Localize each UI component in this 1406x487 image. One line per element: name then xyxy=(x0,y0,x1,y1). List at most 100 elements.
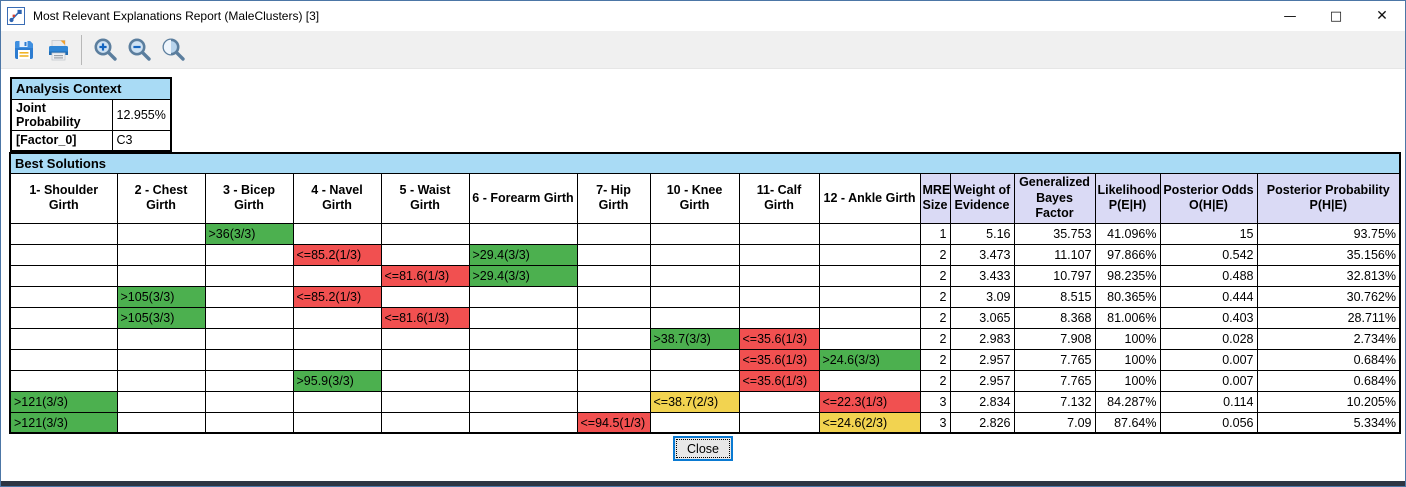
column-header-waist-girth: 5 - Waist Girth xyxy=(380,173,470,224)
evidence-cell-empty xyxy=(468,327,578,350)
evidence-cell-empty xyxy=(818,243,921,266)
metric-cell: 35.753 xyxy=(1013,222,1096,245)
evidence-cell-empty xyxy=(738,243,820,266)
evidence-cell-empty xyxy=(576,264,651,287)
evidence-cell-empty xyxy=(380,390,470,413)
evidence-cell-red: <=85.2(1/3) xyxy=(292,243,382,266)
evidence-cell-empty xyxy=(116,264,206,287)
print-icon xyxy=(48,39,68,60)
evidence-cell-empty xyxy=(9,306,118,329)
evidence-cell-red: <=35.6(1/3) xyxy=(738,369,820,392)
evidence-cell-empty xyxy=(292,411,382,434)
metric-cell: 2.957 xyxy=(949,348,1015,371)
evidence-cell-empty xyxy=(204,348,294,371)
metric-cell: 5.16 xyxy=(949,222,1015,245)
column-header-bicep-girth: 3 - Bicep Girth xyxy=(204,173,294,224)
evidence-cell-empty xyxy=(292,390,382,413)
window-close-button[interactable]: ✕ xyxy=(1359,1,1405,31)
evidence-cell-green: >105(3/3) xyxy=(116,285,206,308)
column-header-calf-girth: 11- Calf Girth xyxy=(738,173,820,224)
evidence-cell-red: <=35.6(1/3) xyxy=(738,348,820,371)
evidence-cell-empty xyxy=(204,306,294,329)
toolbar xyxy=(1,31,1405,69)
metric-cell: 1 xyxy=(919,222,951,245)
evidence-cell-empty xyxy=(204,264,294,287)
zoom-reset-button[interactable] xyxy=(158,34,188,66)
metric-cell: 2 xyxy=(919,369,951,392)
metric-cell: 8.515 xyxy=(1013,285,1096,308)
close-button[interactable]: Close xyxy=(673,436,733,461)
maximize-button[interactable]: □ xyxy=(1313,1,1359,31)
column-header-posterior-probability: Posterior Probability P(H|E) xyxy=(1256,173,1401,224)
evidence-cell-empty xyxy=(9,222,118,245)
column-header-shoulder-girth: 1- Shoulder Girth xyxy=(9,173,118,224)
evidence-cell-empty xyxy=(380,327,470,350)
analysis-context-table: Analysis Context Joint Probability 12.95… xyxy=(10,77,172,152)
table-row: Joint Probability 12.955% xyxy=(10,98,172,131)
print-button[interactable] xyxy=(43,34,73,66)
evidence-cell-empty xyxy=(116,348,206,371)
solution-row: >105(3/3) <=85.2(1/3) 2 3.09 8.515 80.365% 0.4… xyxy=(9,285,1401,308)
evidence-cell-empty xyxy=(9,348,118,371)
save-icon xyxy=(15,40,33,59)
metric-cell: 2 xyxy=(919,306,951,329)
evidence-cell-empty xyxy=(576,306,651,329)
solution-row: <=81.6(1/3) >29.4(3/3) 2 3.433 10.797 98.235%… xyxy=(9,264,1401,287)
metric-cell: 2.834 xyxy=(949,390,1015,413)
best-solutions-title: Best Solutions xyxy=(9,152,1401,174)
metric-cell: 0.684% xyxy=(1256,369,1401,392)
zoom-out-icon xyxy=(128,38,151,61)
evidence-cell-empty xyxy=(576,390,651,413)
evidence-cell-green: >121(3/3) xyxy=(9,390,118,413)
evidence-cell-empty xyxy=(738,222,820,245)
column-header-mre-size: MRE Size xyxy=(919,173,951,224)
column-header-ankle-girth: 12 - Ankle Girth xyxy=(818,173,921,224)
metric-cell: 2.957 xyxy=(949,369,1015,392)
evidence-cell-empty xyxy=(738,411,820,434)
column-header-generalized-bayes-factor: Generalized Bayes Factor xyxy=(1013,173,1096,224)
best-solutions-table: Best Solutions 1- Shoulder Girth 2 - Che… xyxy=(9,152,1402,435)
metric-cell: 3 xyxy=(919,411,951,434)
solution-row: <=35.6(1/3) >24.6(3/3) 2 2.957 7.765 100% 0.00… xyxy=(9,348,1401,371)
metric-cell: 2.734% xyxy=(1256,327,1401,350)
evidence-cell-green: >29.4(3/3) xyxy=(468,264,578,287)
metric-cell: 0.056 xyxy=(1159,411,1258,434)
evidence-cell-empty xyxy=(292,348,382,371)
metric-cell: 7.908 xyxy=(1013,327,1096,350)
metric-cell: 7.09 xyxy=(1013,411,1096,434)
evidence-cell-empty xyxy=(204,390,294,413)
metric-cell: 32.813% xyxy=(1256,264,1401,287)
solution-row: >105(3/3) <=81.6(1/3) 2 3.065 8.368 81.006% 0.… xyxy=(9,306,1401,329)
column-header-forearm-girth: 6 - Forearm Girth xyxy=(468,173,578,224)
evidence-cell-empty xyxy=(116,243,206,266)
minimize-button[interactable]: — xyxy=(1267,1,1313,31)
column-header-knee-girth: 10 - Knee Girth xyxy=(649,173,740,224)
evidence-cell-empty xyxy=(649,411,740,434)
solution-row: >95.9(3/3) <=35.6(1/3) 2 2.957 7.765 100% 0.00… xyxy=(9,369,1401,392)
evidence-cell-empty xyxy=(204,369,294,392)
metric-cell: 5.334% xyxy=(1256,411,1401,434)
metric-cell: 0.542 xyxy=(1159,243,1258,266)
evidence-cell-empty xyxy=(116,369,206,392)
evidence-cell-yellow: <=38.7(2/3) xyxy=(649,390,740,413)
table-row: [Factor_0] C3 xyxy=(10,129,172,152)
metric-cell: 0.488 xyxy=(1159,264,1258,287)
metric-cell: 97.866% xyxy=(1094,243,1161,266)
metric-cell: 3.09 xyxy=(949,285,1015,308)
report-content: Analysis Context Joint Probability 12.95… xyxy=(1,69,1405,481)
evidence-cell-red: <=22.3(1/3) xyxy=(818,390,921,413)
factor-label: [Factor_0] xyxy=(10,129,113,152)
evidence-cell-empty xyxy=(468,285,578,308)
zoom-in-button[interactable] xyxy=(90,34,120,66)
evidence-cell-empty xyxy=(576,348,651,371)
zoom-out-button[interactable] xyxy=(124,34,154,66)
save-button[interactable] xyxy=(9,34,39,66)
evidence-cell-empty xyxy=(649,369,740,392)
evidence-cell-empty xyxy=(576,222,651,245)
evidence-cell-empty xyxy=(9,285,118,308)
metric-cell: 8.368 xyxy=(1013,306,1096,329)
window-controls: — □ ✕ xyxy=(1267,1,1405,31)
evidence-cell-red: <=35.6(1/3) xyxy=(738,327,820,350)
evidence-cell-red: <=85.2(1/3) xyxy=(292,285,382,308)
evidence-cell-empty xyxy=(204,243,294,266)
